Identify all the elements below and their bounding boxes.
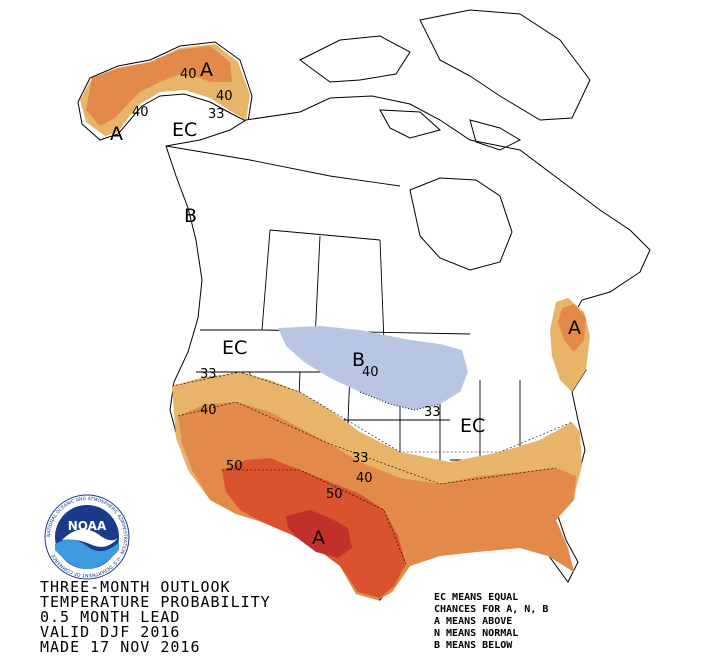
legend-line-3: A MEANS ABOVE — [434, 616, 513, 627]
northern-33-label: 33 — [424, 405, 441, 420]
alaska-a-north-label: A — [200, 59, 213, 81]
contour-lines — [171, 371, 573, 565]
alaska-ec-label: EC — [172, 119, 197, 141]
alaska-40-east-label: 40 — [216, 89, 233, 104]
legend-line-2: CHANCES FOR A, N, B — [434, 604, 549, 615]
west-40-label: 40 — [200, 403, 217, 418]
alaska-coast — [77, 41, 253, 141]
west-33-label: 33 — [200, 367, 217, 382]
outlook-title-block: THREE-MONTH OUTLOOK TEMPERATURE PROBABILI… — [40, 580, 271, 655]
northeast-above-40-region — [558, 304, 586, 352]
texas-50-label: 50 — [326, 487, 343, 502]
northern-below-33-region — [278, 326, 468, 410]
noaa-logo-wave — [55, 539, 119, 569]
legend-line-4: N MEANS NORMAL — [434, 628, 519, 639]
southwest-50-label: 50 — [226, 459, 243, 474]
title-line-2: TEMPERATURE PROBABILITY — [40, 593, 271, 611]
maine-a-label: A — [568, 317, 581, 339]
hudson-bay — [409, 177, 513, 271]
plains-40-label: 40 — [356, 471, 373, 486]
plains-33-label: 33 — [352, 451, 369, 466]
noaa-logo-text: NOAA — [68, 519, 107, 533]
legend-line-5: B MEANS BELOW — [434, 640, 513, 651]
northern-b-label: B — [352, 349, 365, 371]
noaa-logo-bird — [62, 529, 118, 547]
east-ec-label: EC — [460, 415, 485, 437]
alaska-above-40-region — [86, 46, 232, 126]
alaska-33-label: 33 — [208, 107, 225, 122]
texas-a-label: A — [312, 527, 325, 549]
west-above-40-region — [178, 402, 576, 600]
texas-above-60-region — [286, 510, 352, 558]
noaa-logo: NOAA NATIONAL OCEANIC AND ATMOSPHERIC AD… — [44, 494, 130, 580]
title-line-1: THREE-MONTH OUTLOOK — [40, 578, 231, 596]
legend-line-1: EC MEANS EQUAL — [434, 592, 519, 603]
alaska-40-north-label: 40 — [180, 67, 197, 82]
alaska-40-west-label: 40 — [132, 105, 149, 120]
bc-b-label: B — [184, 205, 197, 227]
alaska-a-west-label: A — [110, 123, 123, 145]
west-ec-label: EC — [222, 337, 247, 359]
title-line-4: VALID DJF 2016 — [40, 623, 181, 641]
arctic-islands — [299, 9, 591, 151]
title-line-5: MADE 17 NOV 2016 — [40, 638, 201, 656]
title-line-3: 0.5 MONTH LEAD — [40, 608, 181, 626]
northern-40-label: 40 — [362, 365, 379, 380]
